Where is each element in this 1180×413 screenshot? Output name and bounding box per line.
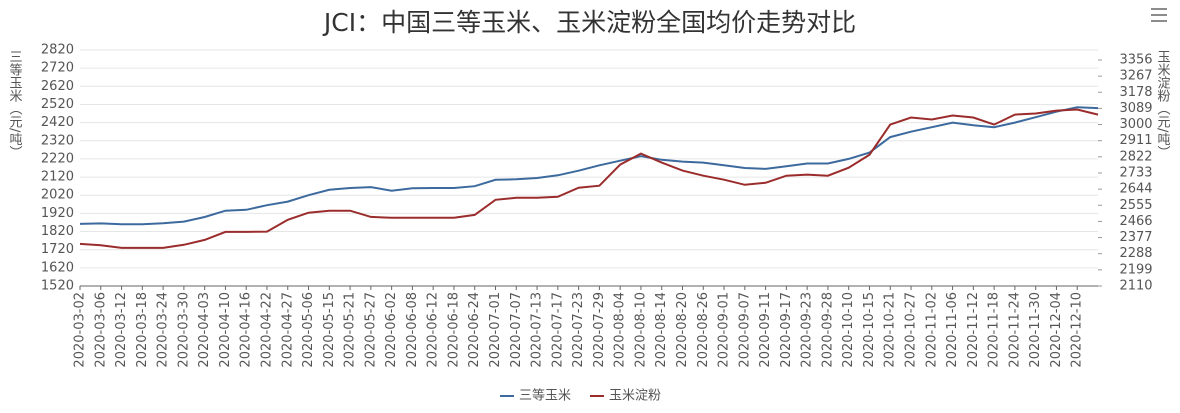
x-tick-label: 2020-11-02 [924,292,939,368]
series-line [79,106,1099,226]
x-tick-label: 2020-06-24 [467,292,482,368]
x-tick-label: 2020-10-21 [883,292,898,368]
x-tick-label: 2020-09-17 [779,292,794,368]
x-tick-label: 2020-06-02 [384,292,399,368]
x-tick-label: 2020-11-06 [945,292,960,368]
x-tick-label: 2020-05-15 [322,292,337,368]
y2-tick-label: 3267 [1119,69,1152,84]
y-tick-label: 2620 [41,79,74,94]
x-tick-label: 2020-07-01 [488,292,503,368]
x-tick-label: 2020-10-15 [862,292,877,368]
x-tick-label: 2020-09-28 [820,292,835,368]
y2-tick-label: 2466 [1119,214,1152,229]
x-tick-label: 2020-03-30 [176,292,191,368]
x-tick-label: 2020-09-11 [758,292,773,368]
x-tick-label: 2020-06-12 [426,292,441,368]
x-tick-label: 2020-08-04 [613,292,628,368]
x-tick-label: 2020-06-08 [405,292,420,368]
x-tick-label: 2020-11-24 [1007,292,1022,368]
legend-item[interactable]: 玉米淀粉 [590,389,661,404]
y2-tick-label: 2377 [1119,230,1152,245]
x-tick-label: 2020-05-06 [301,292,316,368]
x-tick-label: 2020-03-24 [156,292,171,368]
y-tick-label: 2520 [41,97,74,112]
x-tick-label: 2020-11-12 [966,292,981,368]
x-tick-label: 2020-08-26 [696,292,711,368]
y-tick-label: 2120 [41,170,74,185]
y-tick-label: 1720 [41,242,74,257]
y-tick-label: 2020 [41,188,74,203]
y2-tick-label: 2733 [1119,165,1152,180]
x-tick-label: 2020-07-17 [550,292,565,368]
y2-tick-label: 2199 [1119,262,1152,277]
y2-tick-label: 3000 [1119,117,1152,132]
chart-title: JCI：中国三等玉米、玉米淀粉全国均价走势对比 [322,8,856,37]
y-tick-label: 2720 [41,61,74,76]
y2-tick-label: 3178 [1119,85,1152,100]
y2-axis-title: 玉米淀粉（元/吨） [1155,50,1171,158]
x-tick-label: 2020-04-22 [259,292,274,368]
series-line [79,108,1099,249]
x-tick-label: 2020-10-10 [841,292,856,368]
y-tick-label: 2420 [41,115,74,130]
x-tick-label: 2020-05-27 [363,292,378,368]
x-tick-label: 2020-07-29 [592,292,607,368]
x-tick-label: 2020-09-01 [717,292,732,368]
x-tick-label: 2020-05-21 [343,292,358,368]
y-tick-label: 2320 [41,133,74,148]
x-tick-label: 2020-03-18 [135,292,150,368]
y2-tick-label: 3089 [1119,101,1152,116]
y2-tick-label: 2555 [1119,198,1152,213]
legend-label: 玉米淀粉 [609,389,661,404]
y-tick-label: 2220 [41,151,74,166]
y2-tick-label: 2911 [1119,133,1152,148]
y-tick-label: 2820 [41,43,74,58]
y-tick-label: 1520 [41,279,74,294]
legend-label: 三等玉米 [519,388,571,404]
x-tick-label: 2020-04-10 [218,292,233,368]
x-tick-label: 2020-12-04 [1049,292,1064,368]
x-tick-label: 2020-10-27 [904,292,919,368]
x-tick-label: 2020-04-27 [280,292,295,368]
x-tick-label: 2020-11-30 [1028,292,1043,368]
y-tick-label: 1620 [41,260,74,275]
x-tick-label: 2020-04-16 [239,292,254,368]
menu-icon[interactable] [1151,8,1167,22]
y2-tick-label: 2288 [1119,246,1152,261]
x-tick-label: 2020-06-18 [446,292,461,368]
x-tick-label: 2020-09-07 [737,292,752,368]
x-tick-label: 2020-11-18 [987,292,1002,368]
x-tick-label: 2020-04-03 [197,292,212,368]
y2-tick-label: 2822 [1119,149,1152,164]
x-tick-label: 2020-08-20 [675,292,690,368]
y2-tick-label: 2110 [1119,279,1152,294]
y-tick-label: 1820 [41,224,74,239]
x-tick-label: 2020-03-02 [73,292,88,368]
y-axis-title: 三等玉米（元/吨） [7,50,23,158]
x-tick-label: 2020-07-23 [571,292,586,368]
x-tick-label: 2020-07-13 [530,292,545,368]
y-tick-label: 1920 [41,206,74,221]
x-tick-label: 2020-09-23 [800,292,815,368]
x-tick-label: 2020-07-07 [509,292,524,368]
legend-item[interactable]: 三等玉米 [500,388,571,404]
x-tick-label: 2020-03-12 [114,292,129,368]
x-tick-label: 2020-08-10 [633,292,648,368]
y2-tick-label: 3356 [1119,52,1152,67]
x-tick-label: 2020-08-14 [654,292,669,368]
x-tick-label: 2020-12-10 [1070,292,1085,368]
x-tick-label: 2020-03-06 [93,292,108,368]
y2-tick-label: 2644 [1119,182,1152,197]
